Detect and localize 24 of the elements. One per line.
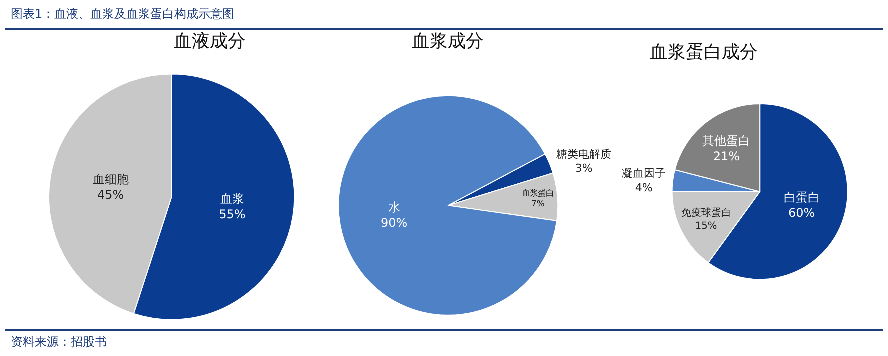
data-label: 21%	[713, 150, 740, 164]
slice-label: 血浆蛋白	[522, 188, 554, 198]
text: 图表1：血液、血浆及血浆蛋白构成示意图	[11, 7, 235, 21]
slice-label: 血细胞	[92, 172, 129, 187]
data-label: 4%	[635, 181, 653, 194]
data-label: 55%	[219, 207, 246, 222]
data-label: 45%	[97, 188, 124, 202]
slice-label: 其他蛋白	[702, 134, 751, 148]
slice-label: 白蛋白	[784, 190, 820, 205]
slice-label: 糖类电解质	[556, 148, 612, 161]
data-label: 60%	[788, 206, 816, 220]
chart-title: 血浆蛋白成分	[650, 42, 758, 63]
slice-label: 水	[388, 200, 400, 214]
data-label: 15%	[695, 220, 718, 232]
chart-title: 血液成分	[174, 31, 246, 52]
data-label: 3%	[575, 162, 593, 176]
pie-slice	[338, 96, 558, 316]
chart-title: 血浆成分	[412, 31, 484, 52]
data-label: 90%	[381, 216, 408, 230]
data-label: 7%	[532, 198, 545, 209]
slice-label: 凝血因子	[622, 166, 666, 180]
text: 资料来源：招股书	[11, 335, 107, 349]
slice-label: 免疫球蛋白	[681, 207, 732, 220]
slice-label: 血浆	[220, 192, 244, 206]
